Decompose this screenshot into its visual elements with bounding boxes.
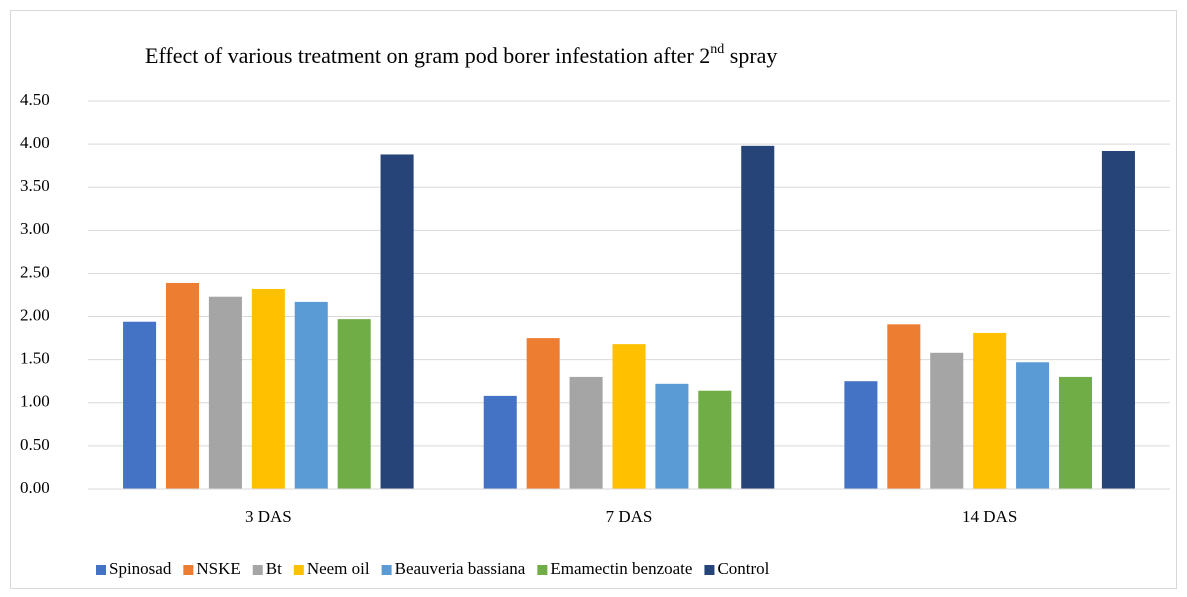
bar bbox=[1101, 151, 1135, 489]
y-tick-label: 1.50 bbox=[20, 349, 50, 368]
legend-swatch bbox=[381, 565, 392, 575]
bar bbox=[483, 395, 517, 489]
title-text: Effect of various treatment on gram pod … bbox=[145, 43, 710, 68]
bar bbox=[123, 321, 157, 489]
legend-label: Beauveria bassiana bbox=[395, 559, 526, 578]
chart-frame bbox=[10, 10, 1177, 589]
y-tick-label: 4.50 bbox=[20, 90, 50, 109]
legend-label: Bt bbox=[266, 559, 282, 578]
bar bbox=[337, 319, 371, 489]
bar bbox=[380, 154, 414, 490]
bar bbox=[569, 376, 603, 489]
x-tick-label: 7 DAS bbox=[606, 507, 653, 526]
title-superscript: nd bbox=[710, 42, 724, 57]
legend-label: Control bbox=[717, 559, 769, 578]
bar bbox=[973, 332, 1007, 489]
title-text: spray bbox=[724, 43, 777, 68]
chart-title: Effect of various treatment on gram pod … bbox=[145, 42, 777, 68]
legend-label: NSKE bbox=[196, 559, 240, 578]
y-tick-label: 1.00 bbox=[20, 392, 50, 411]
y-tick-label: 2.50 bbox=[20, 262, 50, 281]
legend-label: Spinosad bbox=[109, 559, 172, 578]
y-tick-label: 0.00 bbox=[20, 478, 50, 497]
y-tick-label: 2.00 bbox=[20, 305, 50, 324]
y-tick-label: 3.50 bbox=[20, 176, 50, 195]
legend-swatch bbox=[537, 565, 548, 575]
x-tick-label: 14 DAS bbox=[962, 507, 1017, 526]
bar bbox=[930, 352, 964, 489]
bar bbox=[208, 296, 242, 489]
legend-label: Emamectin benzoate bbox=[550, 559, 692, 578]
y-tick-label: 0.50 bbox=[20, 435, 50, 454]
bar bbox=[887, 324, 921, 489]
bar bbox=[612, 344, 646, 489]
legend-label: Neem oil bbox=[307, 559, 370, 578]
bar bbox=[251, 288, 285, 489]
bar bbox=[844, 381, 878, 489]
bar bbox=[1016, 362, 1050, 489]
legend-swatch bbox=[183, 565, 194, 575]
legend-swatch bbox=[252, 565, 263, 575]
legend-swatch bbox=[704, 565, 715, 575]
bar bbox=[698, 390, 732, 489]
bar bbox=[1058, 376, 1093, 489]
bar bbox=[655, 383, 689, 489]
y-tick-label: 4.00 bbox=[20, 133, 50, 152]
bar bbox=[165, 282, 200, 489]
legend-swatch bbox=[96, 565, 106, 575]
bar bbox=[294, 301, 328, 489]
bar bbox=[526, 338, 560, 489]
bar bbox=[741, 145, 775, 489]
y-tick-label: 3.00 bbox=[20, 219, 50, 238]
legend-swatch bbox=[293, 565, 304, 575]
x-tick-label: 3 DAS bbox=[245, 507, 292, 526]
